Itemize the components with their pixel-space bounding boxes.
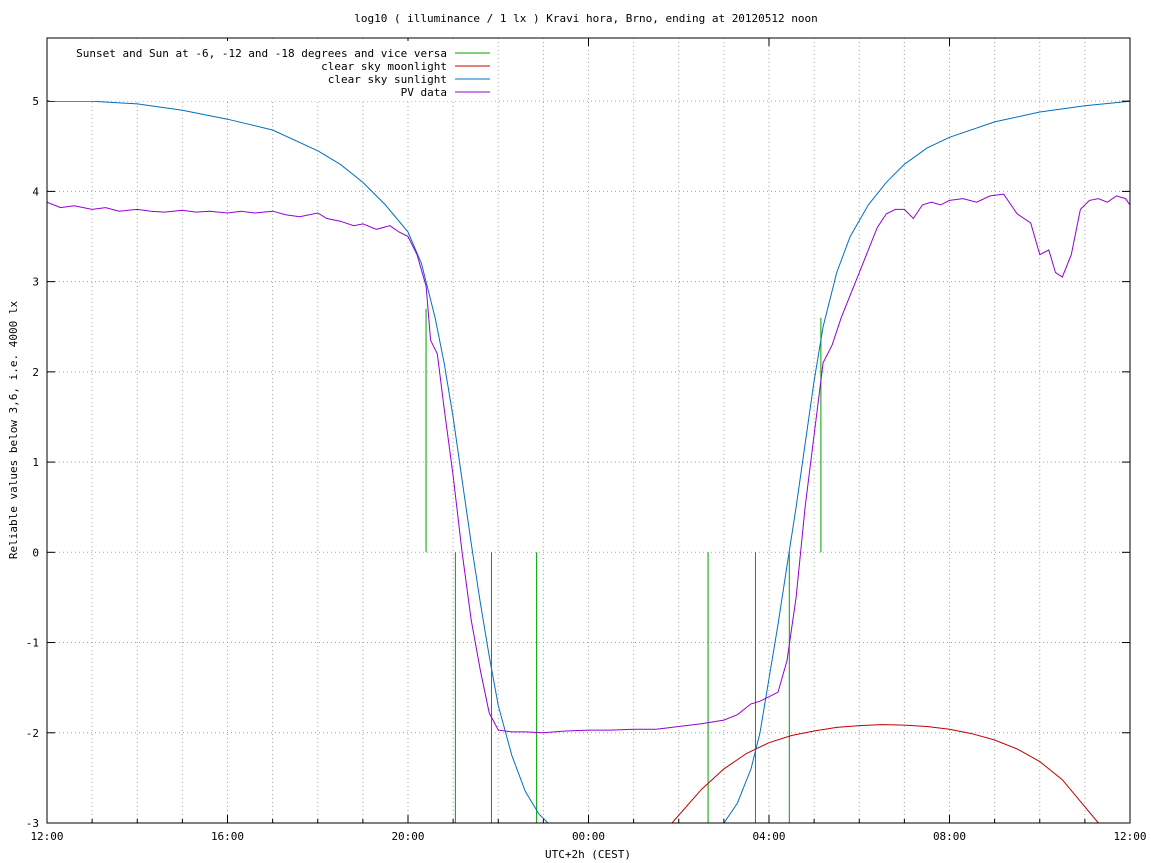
- legend-background: [50, 41, 495, 101]
- x-tick-label: 20:00: [391, 830, 424, 843]
- legend-label: clear sky moonlight: [321, 60, 447, 73]
- x-axis-label: UTC+2h (CEST): [545, 848, 631, 861]
- series-2: [47, 100, 1130, 823]
- chart-title: log10 ( illuminance / 1 lx ) Kravi hora,…: [354, 12, 818, 25]
- grid: [47, 38, 1130, 824]
- plot-area: [47, 100, 1130, 823]
- series-3: [47, 193, 1130, 734]
- y-tick-label: -1: [26, 637, 39, 650]
- series-1: [671, 724, 1099, 823]
- series-0: [425, 308, 822, 823]
- y-tick-label: 5: [32, 95, 39, 108]
- y-axis-label: Reliable values below 3,6, i.e. 4000 lx: [7, 300, 20, 559]
- y-tick-label: 2: [32, 366, 39, 379]
- y-tick-label: 1: [32, 456, 39, 469]
- legend: Sunset and Sun at -6, -12 and -18 degree…: [50, 41, 495, 101]
- legend-label: Sunset and Sun at -6, -12 and -18 degree…: [76, 47, 447, 60]
- series-line: [47, 100, 1130, 823]
- x-tick-label: 12:00: [1113, 830, 1146, 843]
- axes: -3 -2 -1 0 1 2 3 4 5 12:00 16:00 20:00 00:00 04:00 08:…: [26, 38, 1147, 843]
- x-tick-label: 08:00: [933, 830, 966, 843]
- x-tick-label: 12:00: [30, 830, 63, 843]
- x-tick-label: 04:00: [752, 830, 785, 843]
- y-tick-label: -3: [26, 817, 39, 830]
- y-tick-label: 3: [32, 276, 39, 289]
- y-tick-label: 4: [32, 185, 39, 198]
- legend-label: clear sky sunlight: [328, 73, 447, 86]
- series-line: [671, 724, 1099, 823]
- y-tick-label: 0: [32, 546, 39, 559]
- y-tick-label: -2: [26, 727, 39, 740]
- legend-label: PV data: [401, 86, 447, 99]
- x-tick-label: 00:00: [572, 830, 605, 843]
- x-tick-label: 16:00: [211, 830, 244, 843]
- series-line: [47, 193, 1130, 734]
